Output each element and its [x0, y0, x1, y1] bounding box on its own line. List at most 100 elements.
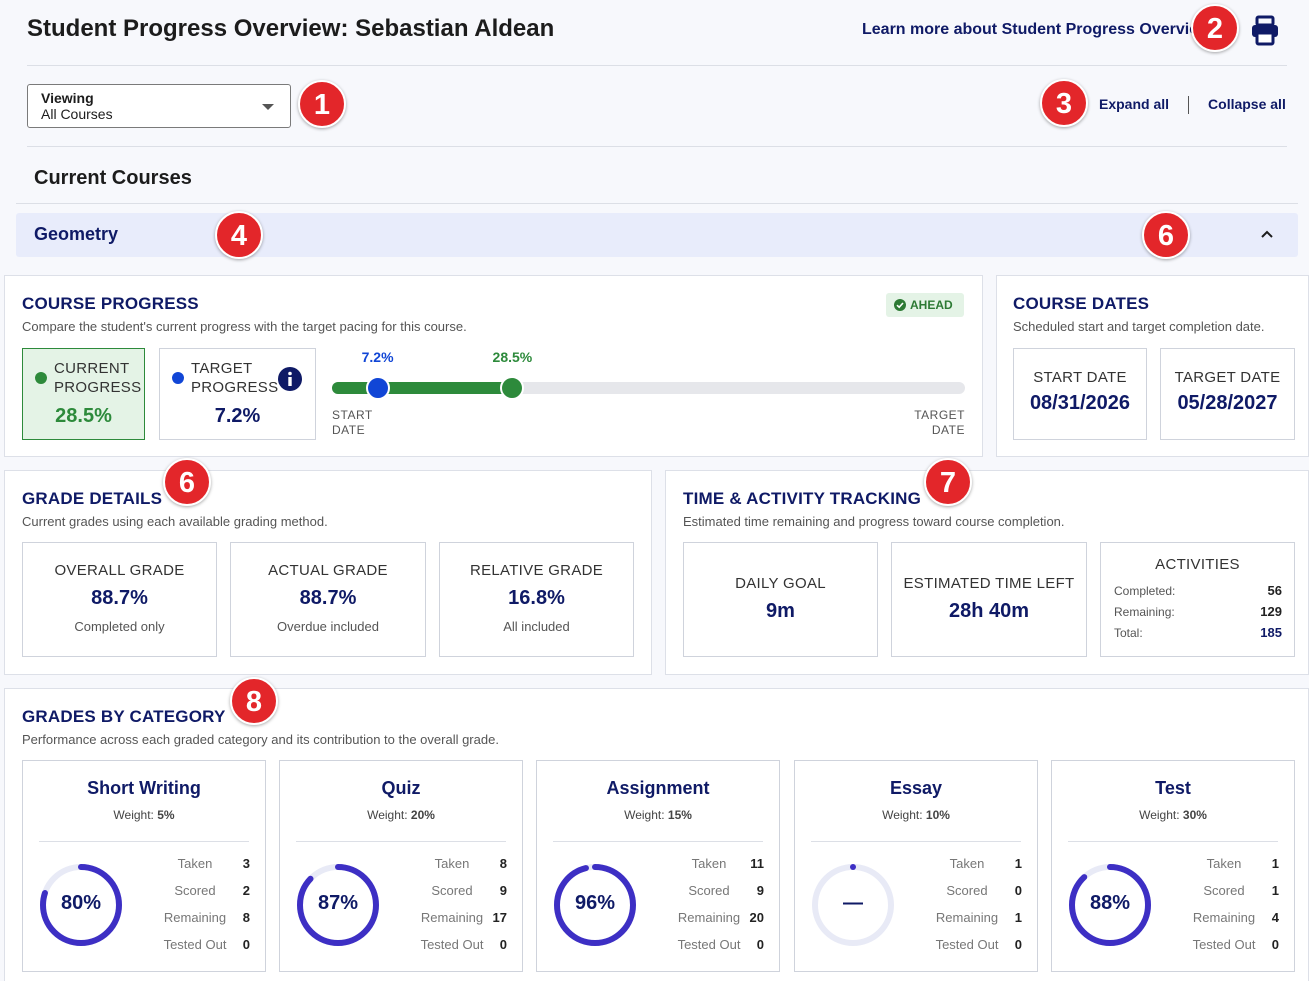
score-ring	[812, 864, 894, 946]
divider	[1068, 841, 1278, 842]
stat-value: 4	[1271, 910, 1279, 925]
divider	[1188, 96, 1190, 115]
target-percent-label: 7.2%	[361, 349, 394, 365]
viewing-select[interactable]: Viewing All Courses	[27, 84, 291, 128]
score-value: 96%	[574, 892, 616, 914]
target-progress-label: TARGET PROGRESS	[191, 360, 279, 396]
course-progress-card: COURSE PROGRESS Compare the student's cu…	[4, 275, 983, 457]
divider	[27, 65, 1287, 66]
stat-label: Scored	[174, 883, 216, 898]
stat-label: Scored	[946, 883, 988, 898]
chevron-up-icon[interactable]	[1260, 227, 1274, 241]
score-value: —	[843, 892, 863, 914]
progress-track	[332, 376, 965, 400]
stat-value: 0	[242, 937, 250, 952]
completed-label: Completed:	[1114, 584, 1176, 598]
callout-badge: 6	[163, 458, 211, 506]
callout-badge: 7	[924, 458, 972, 506]
weight-label: Weight:	[367, 808, 408, 822]
stat-value: 2	[242, 883, 250, 898]
weight-label: Weight:	[624, 808, 665, 822]
stat-label: Tested Out	[1192, 937, 1256, 952]
card-subtitle: Estimated time remaining and progress to…	[683, 514, 1065, 529]
weight-value: 20%	[410, 808, 435, 822]
stat-remaining: Remaining 8	[140, 910, 250, 925]
category-name: Short Writing	[87, 778, 201, 798]
time-left-label: ESTIMATED TIME LEFT	[903, 575, 1075, 592]
current-progress-label: CURRENT PROGRESS	[54, 360, 142, 396]
stat-tested-out: Tested Out 0	[397, 937, 507, 952]
score-ring	[40, 864, 122, 946]
start-date-box: START DATE 08/31/2026	[1013, 348, 1147, 440]
score-ring	[297, 864, 379, 946]
activities-box: ACTIVITIES Completed: 56 Remaining: 129 …	[1100, 542, 1295, 657]
relative-grade-box: RELATIVE GRADE 16.8% All included	[439, 542, 634, 657]
stat-label: Tested Out	[163, 937, 227, 952]
stat-taken: Taken 1	[912, 856, 1022, 871]
grade-label: OVERALL GRADE	[54, 562, 185, 579]
remaining-label: Remaining:	[1114, 605, 1175, 619]
stat-scored: Scored 9	[654, 883, 764, 898]
category-card: Essay Weight: 10% — Taken 1 Scored 0 Remaining 1…	[794, 760, 1038, 972]
total-label: Total:	[1114, 626, 1143, 640]
stat-value: 11	[750, 856, 764, 871]
stat-remaining: Remaining 1	[912, 910, 1022, 925]
target-progress-value: 7.2%	[214, 405, 261, 427]
weight-label: Weight:	[113, 808, 154, 822]
card-subtitle: Performance across each graded category …	[22, 732, 499, 747]
stat-value: 8	[499, 856, 507, 871]
course-name: Geometry	[34, 224, 119, 244]
viewing-value: All Courses	[41, 106, 113, 122]
stat-remaining: Remaining 20	[654, 910, 764, 925]
target-progress-box: TARGET PROGRESS 7.2%	[159, 348, 316, 440]
category-card: Short Writing Weight: 5% 80% Taken 3 Scored 2 R…	[22, 760, 266, 972]
course-accordion-geometry[interactable]: Geometry	[16, 213, 1298, 257]
category-weight: Weight: 10%	[795, 808, 1037, 822]
score-ring	[554, 864, 636, 946]
grade-value: 88.7%	[299, 587, 357, 609]
learn-more-link[interactable]: Learn more about Student Progress Overvi…	[862, 21, 1192, 38]
card-subtitle: Current grades using each available grad…	[22, 514, 328, 529]
page-title: Student Progress Overview: Sebastian Ald…	[27, 15, 555, 42]
print-icon[interactable]	[1248, 14, 1282, 48]
collapse-all-link[interactable]: Collapse all	[1208, 96, 1286, 112]
start-date-axis-label: START DATE	[332, 408, 373, 437]
target-date-axis-label: TARGET DATE	[914, 408, 965, 437]
daily-goal-label: DAILY GOAL	[735, 575, 826, 592]
score-value: 80%	[60, 892, 102, 914]
expand-all-link[interactable]: Expand all	[1099, 96, 1170, 112]
grade-label: ACTUAL GRADE	[268, 562, 388, 579]
stat-value: 17	[492, 910, 507, 925]
category-name: Assignment	[606, 778, 710, 798]
stat-tested-out: Tested Out 0	[1169, 937, 1279, 952]
section-title: Current Courses	[34, 167, 192, 189]
info-icon[interactable]	[277, 366, 303, 392]
stat-value: 0	[756, 937, 764, 952]
stat-label: Tested Out	[420, 937, 484, 952]
target-date-value: 05/28/2027	[1177, 392, 1278, 414]
stat-scored: Scored 0	[912, 883, 1022, 898]
stat-label: Taken	[1206, 856, 1242, 871]
stat-label: Taken	[434, 856, 470, 871]
current-marker	[500, 376, 525, 400]
target-dot	[172, 372, 184, 384]
total-value: 185	[1260, 625, 1282, 640]
stat-label: Remaining	[677, 910, 741, 925]
grade-note: Overdue included	[277, 619, 379, 634]
card-subtitle: Compare the student's current progress w…	[22, 319, 467, 334]
score-value: 87%	[317, 892, 359, 914]
chevron-down-icon	[262, 104, 274, 110]
current-progress-value: 28.5%	[55, 405, 112, 427]
weight-value: 15%	[667, 808, 692, 822]
divider	[27, 146, 1287, 147]
callout-badge: 2	[1191, 4, 1239, 52]
stat-tested-out: Tested Out 0	[912, 937, 1022, 952]
category-name: Essay	[889, 778, 943, 798]
current-dot	[35, 372, 47, 384]
category-card: Test Weight: 30% 88% Taken 1 Scored 1 Remaining…	[1051, 760, 1295, 972]
daily-goal-box: DAILY GOAL 9m	[683, 542, 878, 657]
divider	[39, 841, 249, 842]
stat-value: 0	[499, 937, 507, 952]
divider	[16, 203, 1298, 204]
status-text: AHEAD	[910, 298, 953, 312]
